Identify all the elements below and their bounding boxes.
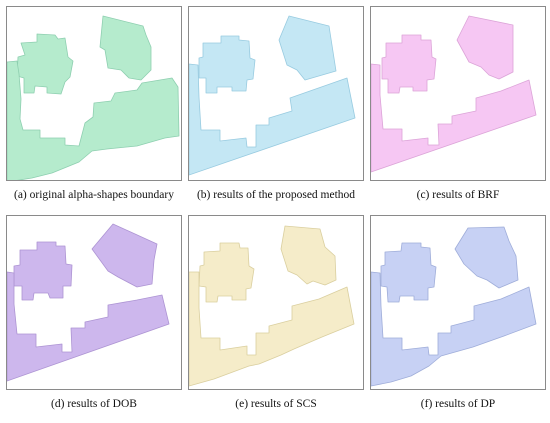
- panel-c-bottom-building: [371, 63, 537, 173]
- panel-f-left-building: [380, 242, 437, 303]
- panel-a-map: [7, 15, 180, 180]
- panel-a-right-building: [99, 15, 152, 81]
- panel-d-left-building: [13, 241, 73, 301]
- panel-e-right-building: [280, 225, 337, 286]
- panel-b-frame: [188, 6, 364, 181]
- panel-f-frame: [370, 215, 546, 390]
- panel-b-bottom-building: [189, 63, 356, 176]
- panel-e-bottom-building: [189, 271, 355, 387]
- panel-d-right-building: [91, 223, 158, 288]
- panel-b-map: [189, 15, 356, 176]
- panel-b-caption: (b) results of the proposed method: [196, 189, 356, 201]
- panel-f-bottom-building: [371, 271, 537, 387]
- panel-b-left-building: [198, 35, 256, 94]
- panel-f-caption: (f) results of DP: [420, 398, 496, 410]
- panel-a: (a) original alpha-shapes boundary: [6, 6, 182, 213]
- panel-d: (d) results of DOB: [6, 215, 182, 422]
- panel-e-frame: [188, 215, 364, 390]
- panel-a-bottom-building: [7, 60, 180, 180]
- panel-a-left-building: [16, 33, 74, 95]
- panel-f-map: [371, 226, 537, 387]
- panel-d-frame: [6, 215, 182, 390]
- panel-b: (b) results of the proposed method: [188, 6, 364, 213]
- panel-a-frame: [6, 6, 182, 181]
- panel-c-frame: [370, 6, 546, 181]
- panel-d-map: [7, 223, 170, 382]
- panel-e: (e) results of SCS: [188, 215, 364, 422]
- panel-d-caption: (d) results of DOB: [51, 398, 137, 410]
- panel-b-right-building: [278, 15, 337, 81]
- panel-f: (f) results of DP: [370, 215, 546, 422]
- panel-c-map: [371, 15, 537, 173]
- panel-f-right-building: [454, 226, 519, 289]
- panel-c: (c) results of BRF: [370, 6, 546, 213]
- panel-e-caption: (e) results of SCS: [235, 398, 317, 410]
- panel-c-left-building: [381, 34, 437, 94]
- panel-d-bottom-building: [7, 271, 170, 382]
- panel-e-left-building: [198, 242, 255, 303]
- panel-e-map: [189, 225, 355, 387]
- panel-c-caption: (c) results of BRF: [416, 189, 500, 201]
- panel-c-right-building: [456, 15, 514, 80]
- panel-a-caption: (a) original alpha-shapes boundary: [14, 189, 174, 201]
